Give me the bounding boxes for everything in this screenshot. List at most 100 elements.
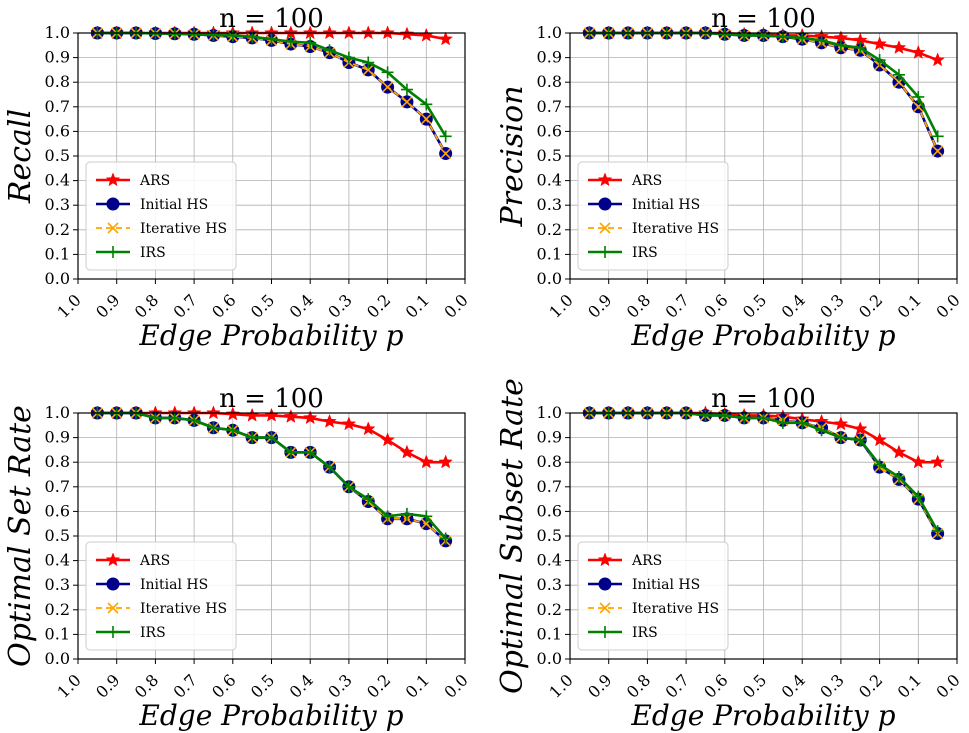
legend: ARS Initial HS Iterative HS IRS	[577, 161, 729, 271]
x-tick-label: 0.9	[92, 290, 123, 321]
legend-marker	[107, 626, 119, 638]
x-tick-label: 0.9	[584, 290, 615, 321]
y-tick-label: 0.7	[537, 477, 562, 496]
y-tick-label: 0.9	[45, 428, 70, 447]
y-tick-label: 0.4	[45, 171, 70, 190]
legend: ARS Initial HS Iterative HS IRS	[85, 161, 237, 271]
x-tick-label: 0.1	[402, 290, 433, 321]
x-tick-label: 1.0	[545, 670, 576, 701]
data-point	[891, 444, 907, 459]
x-tick-label: 0.0	[932, 290, 963, 321]
data-point	[188, 28, 201, 41]
chart-title: n = 100	[219, 384, 324, 414]
data-point	[815, 34, 828, 47]
y-tick-label: 1.0	[537, 23, 562, 42]
x-tick-label: 0.2	[363, 290, 394, 321]
legend-marker	[107, 246, 119, 258]
data-point	[420, 510, 433, 523]
x-tick-label: 0.4	[286, 670, 317, 701]
chart-title: n = 100	[219, 4, 324, 34]
chart-panel-3: 1.0 0.9 0.8 0.7 0.6 0.5 0.4 0.3 0.2 0.1 0.00.00.10…	[3, 384, 472, 732]
plot-frame	[77, 32, 466, 280]
legend-marker	[599, 602, 611, 614]
data-point	[265, 33, 278, 46]
x-tick-label: 0.1	[894, 290, 925, 321]
x-axis-label: Edge Probability p	[630, 699, 895, 732]
legend-box	[577, 161, 729, 271]
data-point	[439, 130, 452, 143]
y-tick-label: 0.3	[537, 195, 562, 214]
data-point	[872, 36, 887, 51]
legend-label: Initial HS	[140, 577, 208, 593]
data-point	[401, 96, 413, 108]
data-point	[149, 411, 162, 424]
data-point	[207, 421, 220, 434]
y-tick-label: 0.4	[45, 551, 70, 570]
legend-label: IRS	[632, 245, 658, 261]
legend-marker	[597, 552, 613, 567]
y-tick-label: 0.9	[45, 48, 70, 67]
data-point	[418, 454, 434, 469]
data-point	[362, 493, 375, 506]
x-tick-label: 0.3	[324, 670, 355, 701]
data-point	[757, 29, 770, 42]
x-tick-label: 0.2	[855, 290, 886, 321]
y-tick-label: 0.5	[45, 526, 70, 545]
x-tick-label: 0.1	[402, 670, 433, 701]
x-tick-label: 0.8	[131, 670, 162, 701]
data-point	[834, 39, 847, 52]
legend-marker	[599, 222, 611, 234]
data-point	[931, 525, 944, 538]
y-axis-label: Optimal Subset Rate	[495, 378, 530, 694]
x-tick-label: 1.0	[53, 670, 84, 701]
y-tick-label: 0.2	[537, 600, 562, 619]
y-tick-label: 0.3	[45, 575, 70, 594]
data-point	[322, 25, 337, 40]
legend-label: Initial HS	[632, 197, 700, 213]
legend-marker	[106, 577, 120, 591]
y-tick-label: 0.6	[537, 121, 562, 140]
data-point	[718, 409, 731, 422]
y-tick-label: 0.6	[537, 501, 562, 520]
x-tick-label: 0.8	[623, 670, 654, 701]
x-tick-label: 0.0	[440, 670, 471, 701]
data-point	[854, 41, 867, 54]
data-point	[380, 432, 395, 447]
y-tick-label: 0.0	[45, 649, 70, 668]
legend-marker	[107, 222, 119, 234]
x-tick-label: 0.8	[131, 290, 162, 321]
legend-marker	[598, 197, 612, 211]
x-tick-label: 1.0	[53, 290, 84, 321]
y-tick-label: 0.8	[537, 72, 562, 91]
data-point	[932, 145, 944, 157]
data-point	[910, 454, 926, 469]
x-tick-label: 0.5	[739, 670, 770, 701]
data-point	[168, 27, 181, 40]
data-point	[360, 25, 376, 40]
y-tick-label: 0.7	[537, 97, 562, 116]
data-point	[438, 454, 453, 469]
data-point	[420, 113, 432, 125]
data-point	[873, 458, 886, 471]
legend-label: ARS	[139, 173, 170, 189]
y-tick-label: 0.1	[45, 624, 70, 643]
data-point	[323, 44, 336, 57]
chart-panel-4: 1.0 0.9 0.8 0.7 0.6 0.5 0.4 0.3 0.2 0.1 0.00.00.10…	[495, 378, 964, 732]
x-tick-label: 0.5	[247, 290, 278, 321]
data-point	[718, 28, 731, 41]
x-tick-label: 0.5	[739, 290, 770, 321]
y-tick-label: 0.1	[537, 244, 562, 263]
legend-label: IRS	[632, 625, 658, 641]
data-point	[872, 432, 887, 447]
data-point	[380, 25, 395, 40]
data-point	[207, 28, 220, 41]
data-point	[776, 416, 789, 429]
x-tick-label: 1.0	[545, 290, 576, 321]
data-point	[188, 414, 201, 427]
y-tick-label: 0.5	[537, 526, 562, 545]
y-tick-label: 0.9	[537, 48, 562, 67]
x-tick-label: 0.3	[816, 290, 847, 321]
y-tick-label: 0.4	[537, 551, 562, 570]
x-tick-label: 0.4	[778, 670, 809, 701]
y-tick-label: 0.2	[537, 220, 562, 239]
